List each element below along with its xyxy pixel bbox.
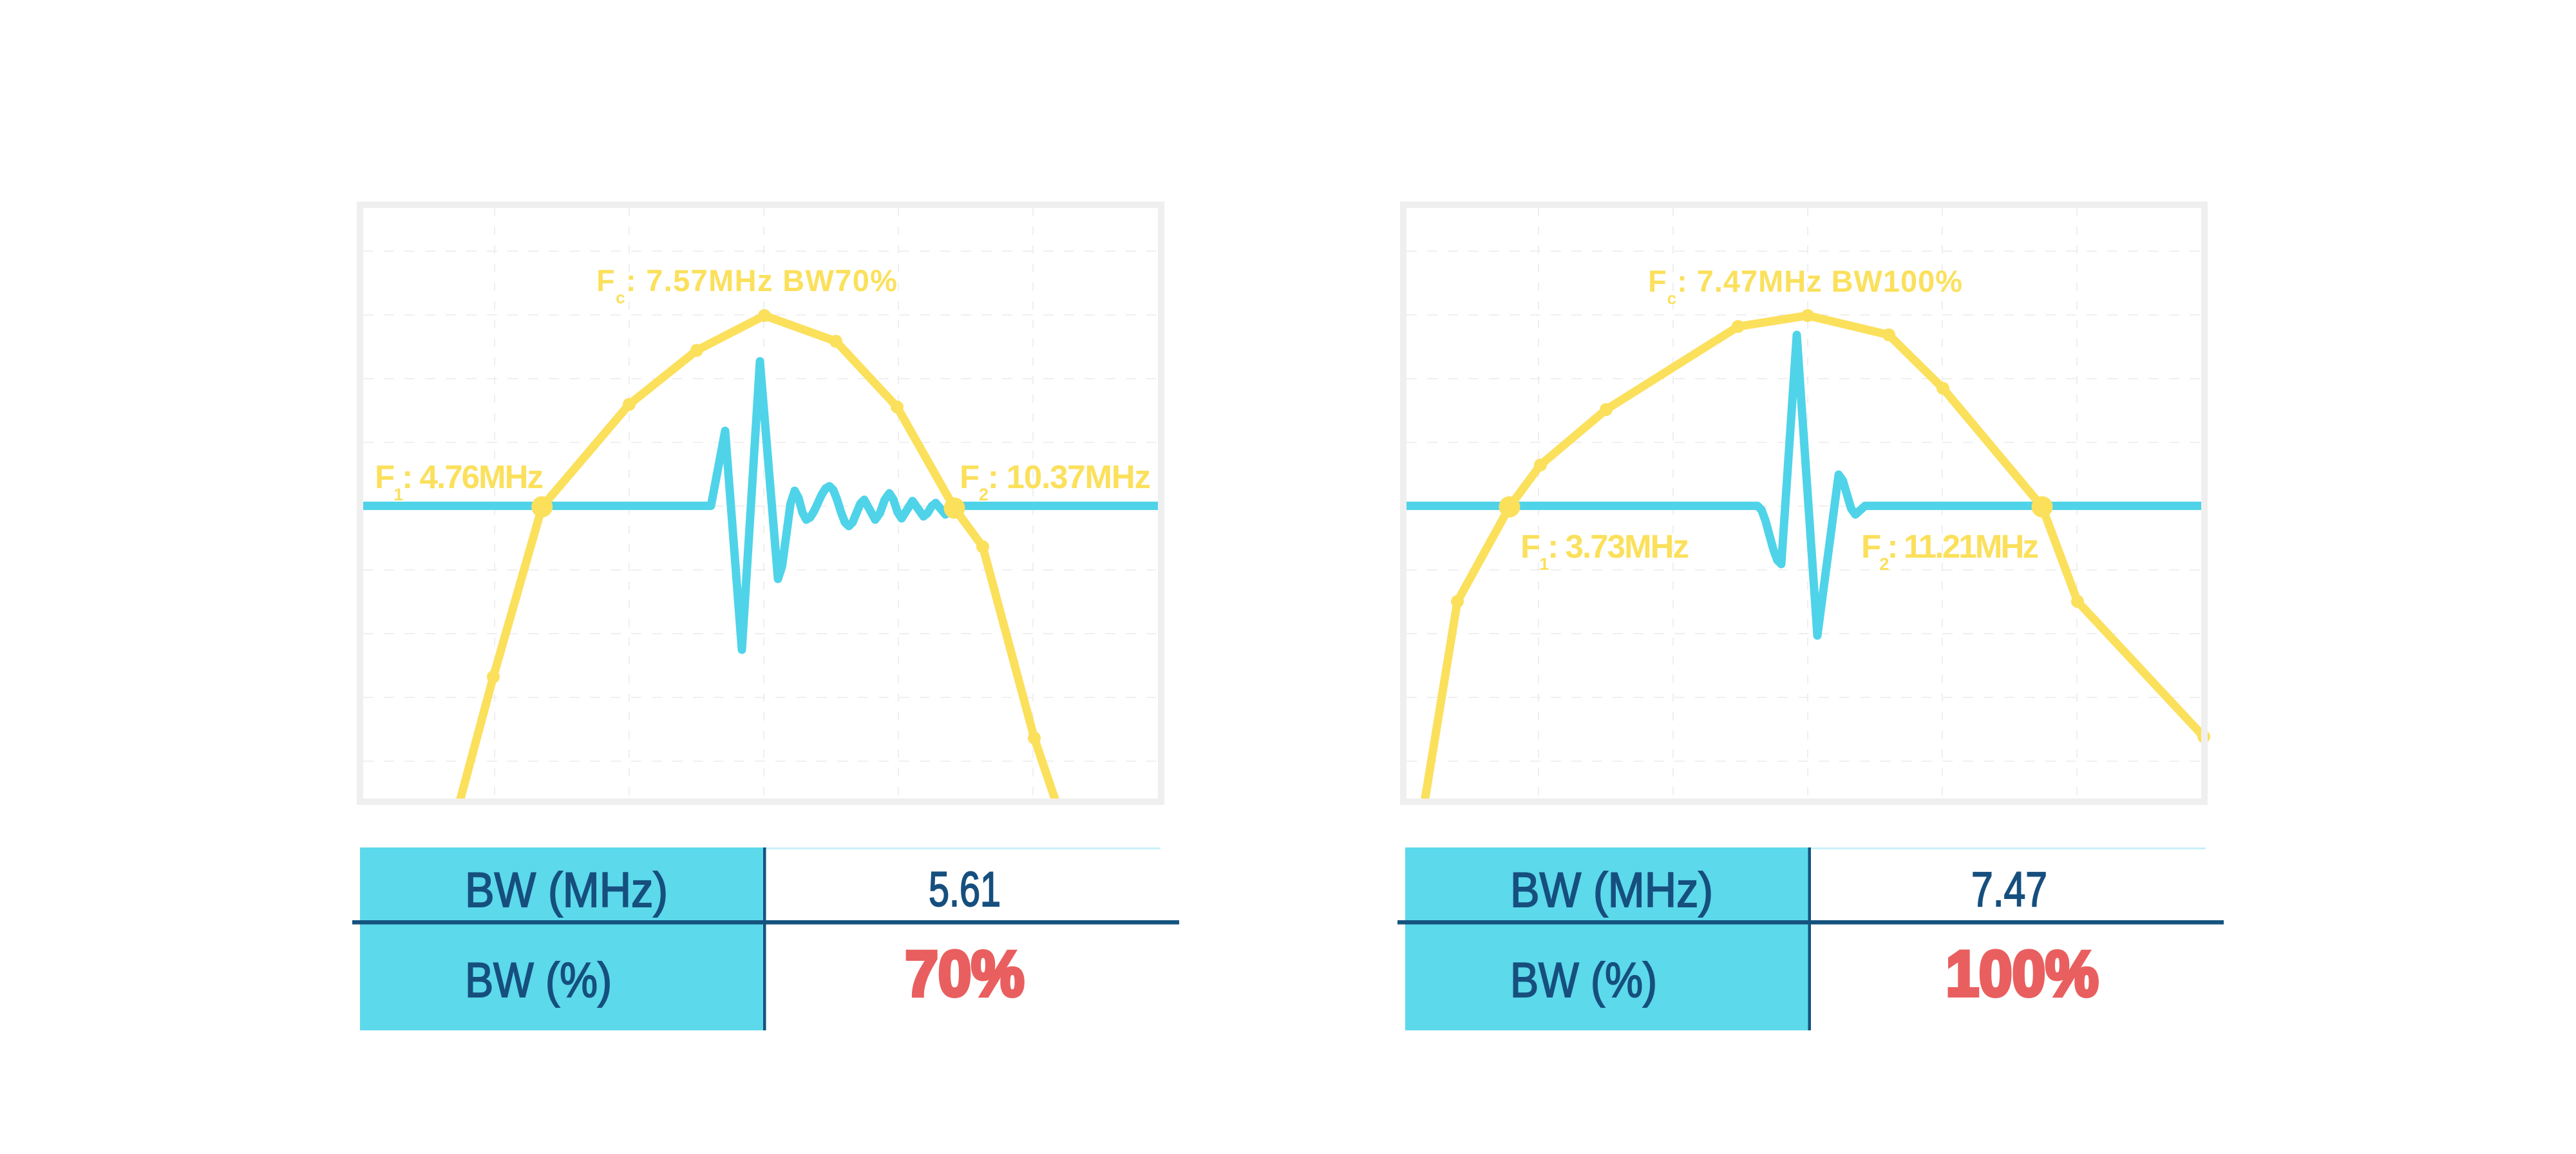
svg-text:Fc: 7.47MHz BW100%: Fc: 7.47MHz BW100% (1648, 264, 1962, 308)
svg-text:F2: 10.37MHz: F2: 10.37MHz (960, 459, 1151, 504)
svg-text:BW (%): BW (%) (465, 953, 612, 1008)
svg-text:Fc: 7.57MHz BW70%: Fc: 7.57MHz BW70% (596, 263, 897, 307)
svg-text:100%: 100% (1946, 938, 2099, 1009)
svg-text:7.47: 7.47 (1971, 862, 2047, 917)
svg-text:F1: 4.76MHz: F1: 4.76MHz (375, 459, 544, 504)
svg-text:70%: 70% (905, 938, 1025, 1009)
svg-text:BW (%): BW (%) (1510, 953, 1657, 1008)
svg-text:BW (MHz): BW (MHz) (1510, 863, 1713, 918)
svg-text:F1: 3.73MHz: F1: 3.73MHz (1520, 528, 1689, 574)
svg-text:5.61: 5.61 (929, 862, 1001, 917)
svg-text:F2: 11.21MHz: F2: 11.21MHz (1861, 528, 2039, 574)
svg-text:BW (MHz): BW (MHz) (465, 863, 668, 918)
